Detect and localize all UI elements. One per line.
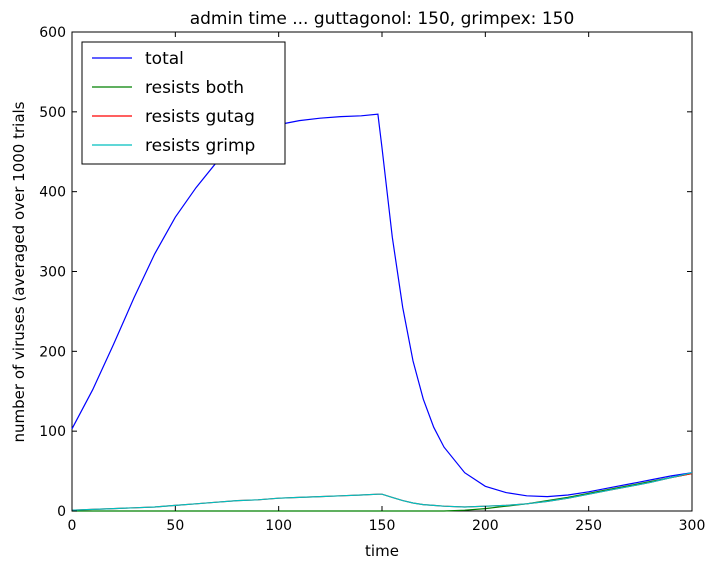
y-tick-label: 0 — [57, 504, 66, 520]
x-tick-label: 100 — [265, 518, 292, 534]
y-tick-label: 600 — [39, 25, 66, 41]
legend-label: resists both — [145, 78, 244, 98]
y-tick-label: 500 — [39, 105, 66, 121]
legend: total resists both resists gutag resists gr… — [81, 41, 286, 165]
legend-label: resists grimp — [145, 136, 255, 156]
series-layer — [71, 113, 693, 512]
series-line-resists-grimp — [71, 472, 693, 511]
legend-label: resists gutag — [145, 107, 255, 127]
x-axis-label: time — [365, 542, 399, 560]
x-tick-label: 250 — [575, 518, 602, 534]
tick-layer: 0 50 100 150 200 250 300 0 100 200 300 400 500 600 — [39, 25, 705, 534]
legend-box — [81, 41, 286, 165]
x-tick-label: 0 — [68, 518, 77, 534]
plot-area: 0 50 100 150 200 250 300 0 100 200 300 400 500 600 — [39, 25, 705, 534]
series-line-total — [71, 113, 693, 498]
y-tick-label: 100 — [39, 424, 66, 440]
chart-title: admin time ... guttagonol: 150, grimpex:… — [190, 9, 575, 29]
y-tick-label: 200 — [39, 344, 66, 360]
series-line-resists-both — [72, 472, 693, 512]
x-tick-label: 200 — [472, 518, 499, 534]
y-tick-label: 300 — [39, 265, 66, 281]
y-axis-label: number of viruses (averaged over 1000 tr… — [10, 101, 28, 442]
x-tick-label: 50 — [166, 518, 184, 534]
x-tick-label: 150 — [369, 518, 396, 534]
x-tick-label: 300 — [679, 518, 706, 534]
y-tick-label: 400 — [39, 185, 66, 201]
legend-label: total — [145, 49, 184, 69]
